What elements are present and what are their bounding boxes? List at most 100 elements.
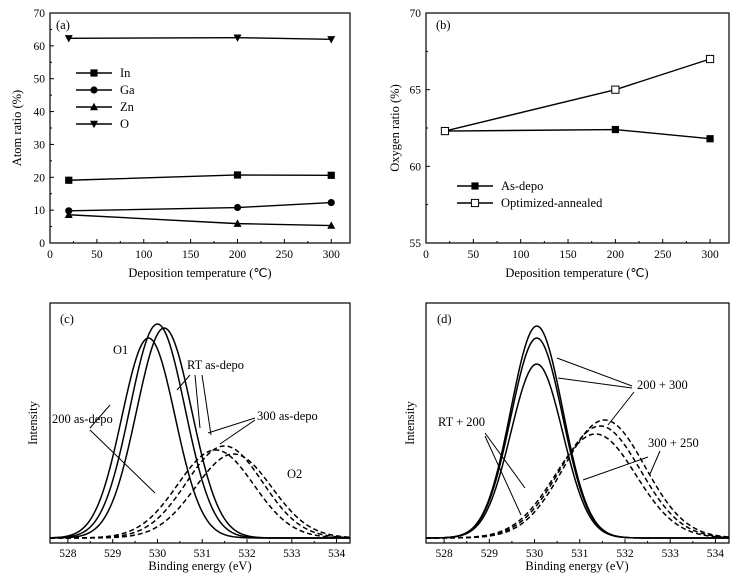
data-point xyxy=(233,171,242,179)
data-point xyxy=(706,135,714,143)
series-line-0 xyxy=(68,174,332,181)
x-tick-label: 528 xyxy=(59,548,77,560)
panel-d-label: (d) xyxy=(437,312,452,326)
x-tick-label: 533 xyxy=(283,548,301,560)
panel-d-frame xyxy=(425,302,730,544)
arrow-rt-2 xyxy=(194,374,201,429)
x-tick-label: 200 xyxy=(229,249,247,261)
dashed-peak-5 xyxy=(426,419,730,539)
data-point xyxy=(233,219,242,227)
arrow-300-1 xyxy=(207,417,256,434)
x-tick-label: 530 xyxy=(149,548,167,560)
x-tick-label: 300 xyxy=(323,249,341,261)
legend-label: Ga xyxy=(120,83,135,97)
annotation-rt-as-depo: RT as-depo xyxy=(187,358,244,372)
arrow-200300-1 xyxy=(556,357,633,387)
panel-a-x-axis: 0 50 100 150 200 250 300 xyxy=(47,239,340,261)
x-tick-label: 530 xyxy=(526,548,544,560)
x-tick-label: 150 xyxy=(182,249,200,261)
x-tick-label: 100 xyxy=(512,249,530,261)
arrow-rt200-1 xyxy=(484,432,526,489)
legend-label: O xyxy=(120,117,129,131)
panel-d-annotations: 200 + 300 RT + 200 300 + 250 xyxy=(438,357,699,516)
y-tick-label: 30 xyxy=(34,139,46,151)
x-tick-label: 150 xyxy=(559,249,577,261)
annotation-200-plus-300: 200 + 300 xyxy=(637,378,688,392)
arrow-300250-1 xyxy=(649,450,661,475)
panel-a-series xyxy=(64,34,336,229)
arrow-rt-3 xyxy=(201,374,212,436)
y-tick-label: 40 xyxy=(34,107,46,119)
x-tick-label: 0 xyxy=(423,249,429,261)
dashed-peak-4 xyxy=(50,445,351,539)
arrow-rt-1 xyxy=(176,374,191,391)
y-tick-label: 50 xyxy=(34,74,46,86)
panel-c-xlabel: Binding energy (eV) xyxy=(148,559,251,573)
data-point xyxy=(233,203,242,212)
panel-c-frame xyxy=(49,302,351,544)
x-tick-label: 531 xyxy=(571,548,589,560)
y-tick-label: 65 xyxy=(410,85,422,97)
x-tick-label: 529 xyxy=(481,548,499,560)
x-tick-label: 529 xyxy=(104,548,122,560)
panel-c-annotations: O1 RT as-depo 200 as-depo 300 as-depo O2 xyxy=(52,343,318,494)
arrow-200-2 xyxy=(89,429,156,494)
x-tick-label: 50 xyxy=(91,249,103,261)
data-point xyxy=(611,85,620,94)
annotation-300-plus-250: 300 + 250 xyxy=(648,436,699,450)
panel-b-y-axis: 55 60 65 70 xyxy=(410,8,430,250)
arrow-rt200-2 xyxy=(484,435,522,516)
x-tick-label: 532 xyxy=(616,548,634,560)
panel-b: (b) Deposition temperature (℃) Oxygen ra… xyxy=(388,8,730,280)
panel-a: (a) Deposition temperature (℃) Atom rati… xyxy=(10,8,351,280)
arrow-300-2 xyxy=(219,419,256,445)
annotation-o2: O2 xyxy=(287,467,302,481)
panel-d-ylabel: Intensity xyxy=(403,400,417,444)
data-point xyxy=(440,126,450,136)
x-tick-label: 250 xyxy=(276,249,294,261)
dashed-peak-5 xyxy=(50,453,351,539)
solid-peak-2 xyxy=(425,325,729,539)
data-point xyxy=(327,198,335,207)
arrow-200300-3 xyxy=(607,391,635,426)
x-tick-label: 100 xyxy=(135,249,153,261)
data-point xyxy=(64,210,73,218)
legend-marker xyxy=(471,182,479,190)
panel-b-x-axis: 0 50 100 150 200 250 300 xyxy=(423,239,719,261)
x-tick-label: 534 xyxy=(707,548,725,560)
panel-c-label: (c) xyxy=(60,312,74,326)
arrow-300250-2 xyxy=(582,456,649,481)
legend-label: Zn xyxy=(120,100,135,114)
data-point xyxy=(327,221,336,229)
x-tick-label: 0 xyxy=(47,249,53,261)
legend-label: In xyxy=(120,66,131,80)
panel-d-x-axis: 528 529 530 531 532 533 534 xyxy=(435,539,724,560)
legend-marker xyxy=(90,102,98,111)
panel-b-series xyxy=(440,54,715,143)
y-tick-label: 10 xyxy=(34,205,46,217)
arrow-200-1 xyxy=(89,404,111,429)
annotation-300-as-depo: 300 as-depo xyxy=(257,409,318,423)
legend-label: Optimized-annealed xyxy=(501,196,603,210)
annotation-o1: O1 xyxy=(113,343,128,357)
data-point xyxy=(65,176,73,184)
data-point xyxy=(64,35,73,43)
legend-marker xyxy=(90,86,98,94)
legend-label: As-depo xyxy=(501,179,543,193)
panel-c-series xyxy=(49,323,351,539)
x-tick-label: 200 xyxy=(607,249,625,261)
y-tick-label: 55 xyxy=(410,238,422,250)
data-point xyxy=(705,54,715,64)
series-line-1 xyxy=(444,58,711,132)
data-point xyxy=(233,34,242,42)
x-tick-label: 531 xyxy=(194,548,212,560)
x-tick-label: 532 xyxy=(238,548,256,560)
data-point xyxy=(611,125,619,134)
panel-b-legend: As-depo Optimized-annealed xyxy=(457,179,603,210)
panel-c: (c) Binding energy (eV) Intensity 528 529… xyxy=(26,302,351,573)
series-line-1 xyxy=(68,201,332,212)
panel-c-x-axis: 528 529 530 531 532 533 534 xyxy=(59,539,345,560)
data-point xyxy=(327,36,336,44)
y-tick-label: 0 xyxy=(39,238,45,250)
series-line-3 xyxy=(68,36,332,40)
